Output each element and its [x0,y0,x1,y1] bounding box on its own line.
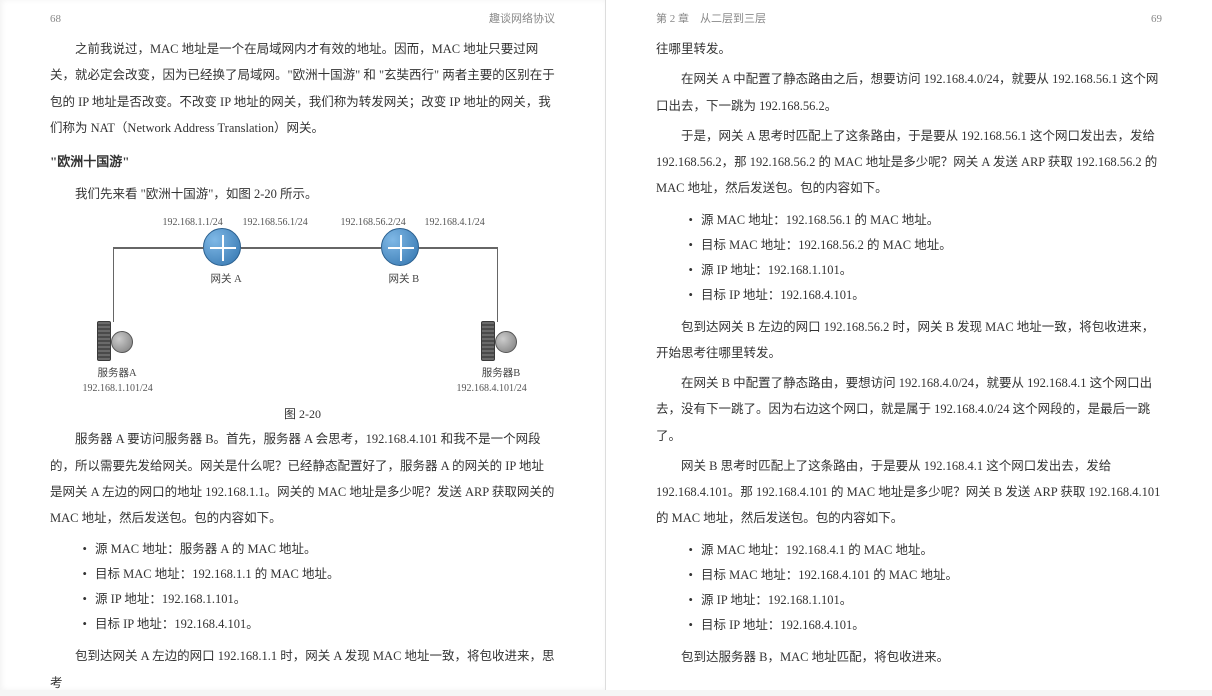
packet-fields-list: 源 MAC 地址：192.168.4.1 的 MAC 地址。 目标 MAC 地址… [689,538,1163,638]
running-head: 趣谈网络协议 [489,8,555,30]
network-diagram: 192.168.1.1/24 192.168.56.1/24 192.168.5… [93,213,513,398]
figure-caption: 图 2-20 [50,402,555,426]
router-icon [203,228,241,266]
ip-label: 192.168.4.1/24 [425,213,485,233]
page-number: 68 [50,8,61,30]
body-paragraph: 在网关 B 中配置了静态路由，要想访问 192.168.4.0/24，就要从 1… [656,370,1162,449]
list-item: 源 MAC 地址：192.168.56.1 的 MAC 地址。 [689,208,1163,233]
ip-label: 192.168.4.101/24 [457,379,527,399]
list-item: 目标 IP 地址：192.168.4.101。 [689,613,1163,638]
running-head: 第 2 章 从二层到三层 [656,8,766,30]
list-item: 目标 MAC 地址：192.168.1.1 的 MAC 地址。 [83,562,556,587]
link [497,247,499,322]
body-paragraph: 之前我说过，MAC 地址是一个在局域网内才有效的地址。因而，MAC 地址只要过网… [50,36,555,141]
server-icon [97,321,129,361]
book-page-left: 68 趣谈网络协议 之前我说过，MAC 地址是一个在局域网内才有效的地址。因而，… [0,0,606,690]
ip-label: 192.168.1.101/24 [83,379,153,399]
body-paragraph: 在网关 A 中配置了静态路由之后，想要访问 192.168.4.0/24，就要从… [656,66,1162,119]
router-icon [381,228,419,266]
link [113,247,203,249]
server-icon [481,321,513,361]
page-header: 第 2 章 从二层到三层 69 [656,8,1162,30]
page-header: 68 趣谈网络协议 [50,8,555,30]
device-label: 网关 B [389,269,420,290]
section-heading: "欧洲十国游" [50,149,555,175]
link [113,247,115,322]
list-item: 目标 MAC 地址：192.168.56.2 的 MAC 地址。 [689,233,1163,258]
packet-fields-list: 源 MAC 地址：192.168.56.1 的 MAC 地址。 目标 MAC 地… [689,208,1163,308]
body-paragraph: 包到达网关 A 左边的网口 192.168.1.1 时，网关 A 发现 MAC … [50,643,555,696]
list-item: 目标 IP 地址：192.168.4.101。 [83,612,556,637]
device-label: 网关 A [211,269,242,290]
book-page-right: 第 2 章 从二层到三层 69 往哪里转发。 在网关 A 中配置了静态路由之后，… [606,0,1212,690]
body-paragraph: 包到达服务器 B，MAC 地址匹配，将包收进来。 [656,644,1162,670]
list-item: 源 IP 地址：192.168.1.101。 [689,588,1163,613]
list-item: 源 IP 地址：192.168.1.101。 [83,587,556,612]
list-item: 源 MAC 地址：192.168.4.1 的 MAC 地址。 [689,538,1163,563]
body-paragraph: 我们先来看 "欧洲十国游"，如图 2-20 所示。 [50,181,555,207]
link [241,247,381,249]
page-number: 69 [1151,8,1162,30]
body-paragraph: 包到达网关 B 左边的网口 192.168.56.2 时，网关 B 发现 MAC… [656,314,1162,367]
ip-label: 192.168.56.1/24 [243,213,308,233]
body-paragraph: 网关 B 思考时匹配上了这条路由，于是要从 192.168.4.1 这个网口发出… [656,453,1162,532]
body-paragraph: 于是，网关 A 思考时匹配上了这条路由，于是要从 192.168.56.1 这个… [656,123,1162,202]
body-paragraph: 服务器 A 要访问服务器 B。首先，服务器 A 会思考，192.168.4.10… [50,426,555,531]
body-paragraph: 往哪里转发。 [656,36,1162,62]
list-item: 目标 MAC 地址：192.168.4.101 的 MAC 地址。 [689,563,1163,588]
link [419,247,497,249]
packet-fields-list: 源 MAC 地址：服务器 A 的 MAC 地址。 目标 MAC 地址：192.1… [83,537,556,637]
list-item: 源 MAC 地址：服务器 A 的 MAC 地址。 [83,537,556,562]
list-item: 源 IP 地址：192.168.1.101。 [689,258,1163,283]
list-item: 目标 IP 地址：192.168.4.101。 [689,283,1163,308]
